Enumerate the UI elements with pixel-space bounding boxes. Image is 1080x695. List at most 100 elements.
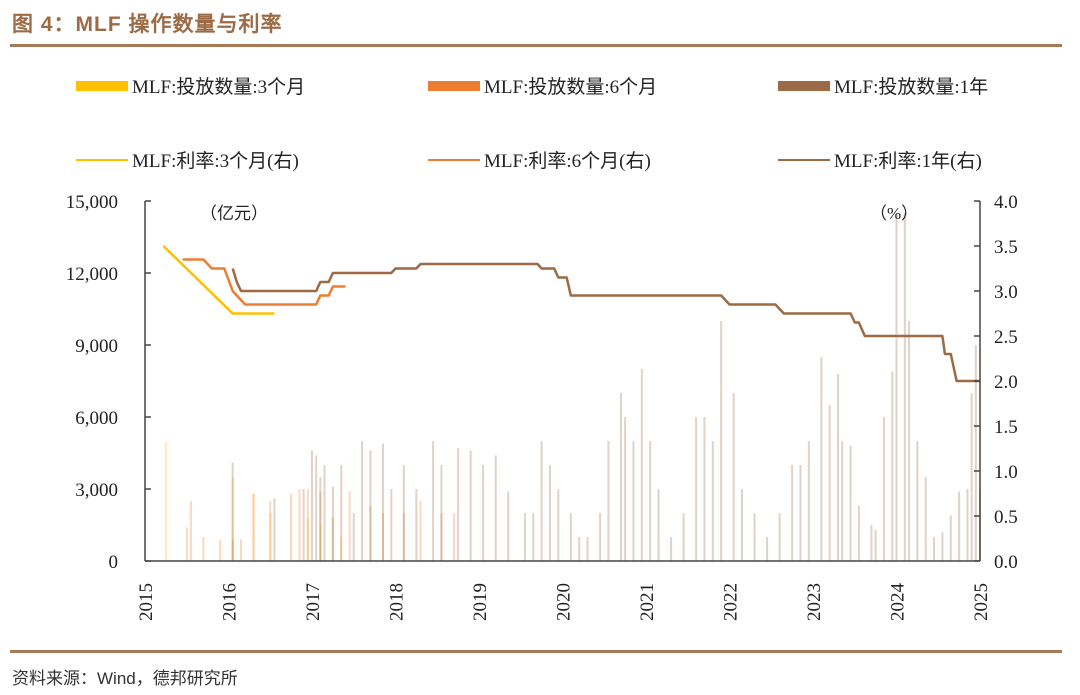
bar: [452, 513, 455, 561]
legend-label: MLF:利率:3个月(右): [132, 151, 299, 172]
bar: [624, 417, 627, 561]
bar: [306, 489, 309, 561]
bar: [361, 441, 364, 561]
bar: [820, 357, 823, 561]
bar: [682, 513, 685, 561]
legend-bar-swatch-icon: [778, 80, 830, 91]
legend-item: MLF:利率:3个月(右): [76, 146, 299, 173]
bar: [290, 493, 293, 561]
x-tick-label: 2021: [637, 583, 658, 621]
bar: [766, 537, 769, 561]
bar: [419, 501, 422, 561]
bar: [640, 369, 643, 561]
bar: [958, 491, 961, 561]
x-tick-label: 2025: [971, 583, 992, 621]
bar: [302, 489, 305, 561]
bar: [778, 513, 781, 561]
bar: [670, 537, 673, 561]
bar: [569, 513, 572, 561]
bar: [331, 486, 334, 561]
bar: [315, 455, 318, 561]
bar: [916, 441, 919, 561]
bar: [933, 537, 936, 561]
bar: [908, 321, 911, 561]
left-tick-label: 0: [109, 552, 119, 573]
bar: [311, 450, 313, 561]
legend-line-swatch-icon: [76, 158, 128, 161]
bar: [974, 345, 977, 561]
bar: [202, 537, 205, 561]
left-tick-label: 15,000: [66, 192, 118, 213]
bar: [507, 491, 510, 561]
bar: [381, 513, 384, 561]
bar: [657, 489, 660, 561]
bar: [882, 417, 885, 561]
right-tick-label: 3.5: [994, 237, 1018, 258]
bar: [319, 525, 322, 561]
x-tick-label: 2024: [888, 583, 909, 622]
legend-bar-swatch-icon: [428, 80, 480, 91]
bar: [369, 450, 372, 561]
bar: [849, 445, 852, 561]
legend-label: MLF:投放数量:3个月: [132, 77, 306, 98]
bar: [695, 417, 698, 561]
bar: [607, 441, 610, 561]
legend-item: MLF:投放数量:1年: [778, 72, 988, 99]
bar: [732, 393, 735, 561]
bar: [482, 465, 485, 561]
bar: [532, 513, 535, 561]
bar: [269, 501, 272, 561]
bar: [440, 513, 443, 561]
bar: [402, 465, 405, 561]
bar: [189, 501, 192, 561]
legend-line-swatch-icon: [428, 158, 480, 161]
bar: [703, 417, 706, 561]
bar: [523, 513, 526, 561]
bar: [753, 513, 756, 561]
bar: [548, 465, 551, 561]
bar: [352, 513, 355, 561]
source-note: 资料来源：Wind，德邦研究所: [12, 669, 238, 688]
bar: [340, 537, 343, 561]
x-tick-label: 2022: [721, 583, 742, 621]
bar: [269, 513, 272, 561]
bar: [837, 373, 840, 561]
bar: [219, 539, 222, 561]
bar: [799, 465, 802, 561]
bar: [741, 489, 744, 561]
left-tick-label: 3,000: [75, 480, 118, 501]
bar: [578, 537, 581, 561]
bar: [895, 213, 898, 561]
bar: [273, 498, 276, 561]
bar: [185, 527, 188, 561]
legend-item: MLF:利率:6个月(右): [428, 146, 651, 173]
figure-title: 图 4：MLF 操作数量与利率: [12, 13, 283, 36]
bar: [457, 448, 460, 561]
bar: [348, 491, 351, 561]
bar: [857, 505, 860, 561]
bar: [319, 477, 322, 561]
left-tick-label: 9,000: [75, 336, 118, 357]
bar: [599, 513, 602, 561]
bar: [949, 515, 952, 561]
rate-line: [182, 258, 346, 306]
x-tick-label: 2019: [470, 583, 491, 621]
legend-item: MLF:投放数量:3个月: [76, 72, 305, 99]
bar: [164, 441, 167, 561]
bar: [298, 489, 301, 561]
legend-label: MLF:投放数量:1年: [834, 77, 989, 98]
left-unit-label: （亿元）: [200, 204, 268, 223]
bar: [440, 465, 443, 561]
bar: [711, 441, 714, 561]
x-tick-label: 2018: [387, 583, 408, 621]
bar: [231, 477, 234, 561]
bar: [319, 491, 322, 561]
x-tick-label: 2015: [136, 583, 157, 621]
bar: [340, 465, 343, 561]
bar: [402, 513, 405, 561]
right-unit-label: （%）: [870, 204, 918, 223]
x-tick-label: 2023: [804, 583, 825, 621]
bar: [231, 539, 234, 561]
bar: [469, 450, 472, 561]
bar: [649, 441, 652, 561]
